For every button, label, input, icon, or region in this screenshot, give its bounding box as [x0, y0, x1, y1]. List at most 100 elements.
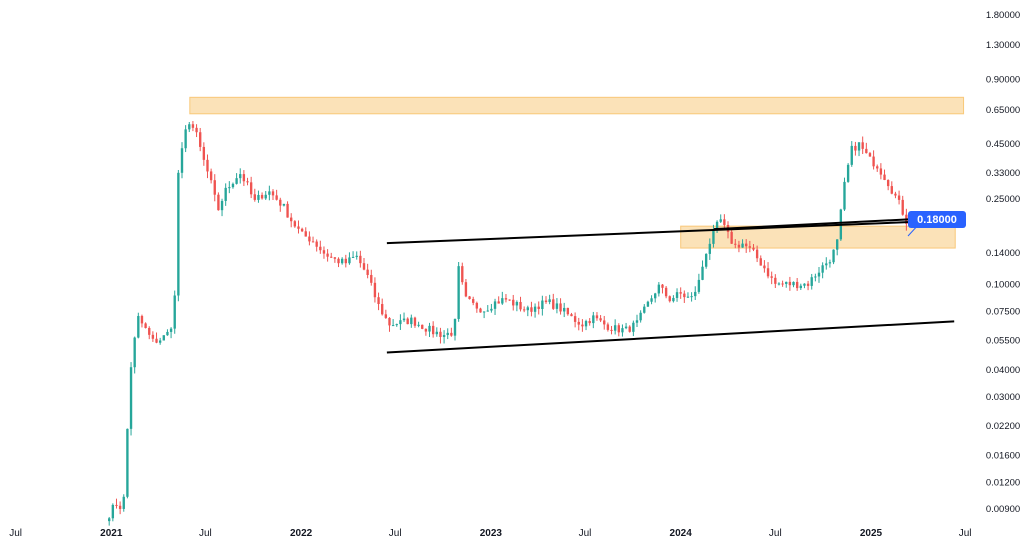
price-axis-label: 0.02200 [986, 421, 1020, 432]
candle [708, 238, 711, 260]
candle [857, 142, 861, 157]
candle [799, 283, 802, 290]
candle [359, 250, 362, 268]
candle [373, 277, 377, 303]
candle [624, 322, 628, 330]
resistance-zone[interactable] [189, 96, 965, 115]
candle [268, 185, 271, 201]
candle [122, 494, 125, 512]
candle [417, 321, 420, 328]
candle [821, 262, 824, 279]
time-axis-label: Jul [959, 528, 972, 539]
price-axis-label: 0.14000 [986, 248, 1020, 259]
candle [704, 253, 708, 269]
candle [151, 331, 155, 342]
price-axis-label: 0.07500 [986, 306, 1020, 317]
candle [763, 260, 766, 273]
candle [530, 301, 533, 317]
time-axis[interactable]: Jul 2021 Jul 2022 Jul 2023 Jul 2024 Jul 2025 Jul [9, 528, 971, 539]
candle [843, 177, 846, 211]
candle [235, 173, 238, 185]
candle [850, 141, 853, 167]
candle [300, 227, 304, 233]
candle [450, 327, 453, 337]
candle [344, 254, 347, 268]
candle [257, 190, 260, 203]
candle [846, 163, 850, 183]
candle [108, 516, 111, 526]
candle [184, 125, 187, 153]
price-axis[interactable]: 1.80000 1.30000 0.90000 0.65000 0.45000 0.330… [986, 10, 1020, 515]
candle [148, 326, 151, 340]
candle [613, 319, 617, 335]
candle [876, 164, 879, 172]
candle [282, 203, 286, 207]
candle [512, 294, 515, 311]
price-tag-box [908, 211, 966, 228]
candle [690, 292, 693, 302]
candle [180, 142, 184, 179]
candle [166, 329, 169, 336]
candle [810, 273, 813, 290]
price-axis-label: 0.05500 [986, 335, 1020, 346]
candle [311, 236, 315, 243]
candle [421, 324, 424, 330]
candle [446, 328, 449, 340]
candle [286, 201, 289, 218]
candle [581, 319, 584, 332]
candle [290, 213, 293, 228]
candle [319, 240, 322, 254]
candle [803, 283, 806, 289]
candle [439, 327, 442, 344]
candle [897, 190, 901, 205]
time-axis-label: Jul [579, 528, 592, 539]
time-axis-label: 2022 [290, 528, 313, 539]
candle [213, 174, 216, 202]
candle [501, 291, 504, 305]
candle [351, 251, 355, 258]
candle [464, 278, 468, 298]
upper-channel-line[interactable] [386, 219, 955, 245]
candle [126, 428, 129, 499]
candle [246, 177, 249, 186]
candle [632, 320, 635, 337]
candle [752, 244, 755, 252]
candle [202, 142, 206, 166]
candle [410, 314, 413, 328]
candle [391, 319, 395, 327]
candle [461, 262, 464, 285]
candle [555, 298, 559, 314]
candle [111, 503, 115, 522]
candle [719, 214, 722, 224]
lower-channel-line[interactable] [386, 320, 955, 354]
candle [333, 257, 337, 263]
candle [504, 294, 508, 303]
candle [271, 189, 275, 200]
price-tag-text: 0.18000 [917, 214, 957, 226]
candle [177, 169, 180, 302]
candle [734, 239, 737, 249]
candle [741, 239, 744, 248]
candle [832, 249, 835, 265]
candle [854, 141, 857, 156]
candle [275, 189, 278, 201]
candle [406, 317, 409, 325]
candle [253, 188, 256, 202]
candle [715, 220, 719, 234]
candle [340, 257, 344, 265]
candle [381, 298, 384, 316]
candle [515, 300, 519, 312]
candle [792, 281, 795, 288]
candle [781, 280, 784, 287]
candle [479, 307, 482, 313]
candle [748, 240, 752, 253]
candle [836, 239, 839, 256]
candle [795, 278, 799, 291]
candle [643, 304, 646, 314]
time-axis-label: Jul [199, 528, 212, 539]
candle [304, 227, 307, 237]
candle [155, 332, 158, 344]
price-axis-label: 0.33000 [986, 168, 1020, 179]
candles-layer [108, 121, 908, 526]
time-axis-label: 2025 [860, 528, 883, 539]
